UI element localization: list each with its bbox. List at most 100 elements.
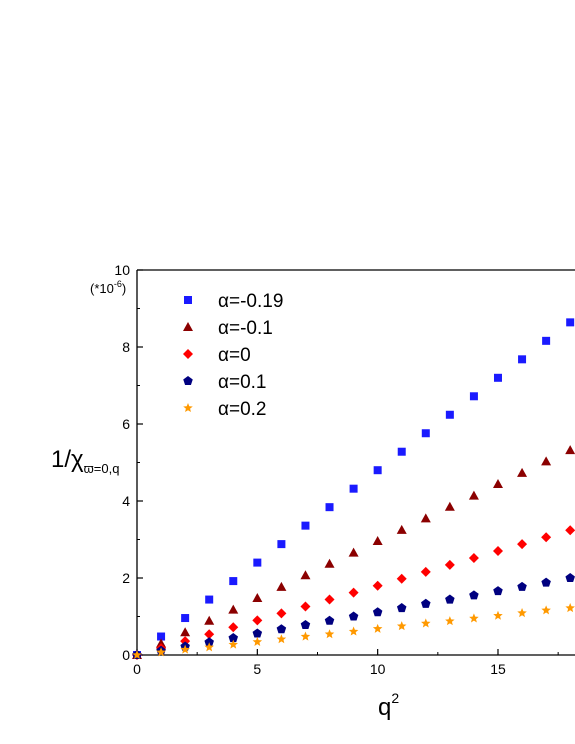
data-point [445,594,455,604]
data-point [373,466,382,475]
series-0 [133,318,575,659]
data-point [132,650,142,660]
axis-ticks: 0 5 10 15 0 2 4 6 8 10 [114,262,559,677]
data-point [421,618,431,628]
data-point [301,521,310,530]
data-point [444,559,455,570]
data-point [180,644,190,654]
x-tick-label: 0 [133,661,141,677]
y-axis-title: 1/χϖ=0,q [51,446,119,476]
legend-label: α=0 [218,345,251,366]
data-point [420,513,431,523]
data-point [276,624,287,634]
x-axis-title: q2 [378,690,399,721]
data-point [204,642,214,652]
data-point [324,615,335,625]
data-point [421,429,430,438]
data-point [565,445,575,455]
data-point [396,603,407,613]
data-point [180,627,191,637]
data-point [469,590,479,600]
legend-marker [183,403,193,413]
data-point [300,570,311,580]
y-scale-note-prefix: (*10 [90,281,114,296]
legend: α=-0.19 α=-0.1 α=0 α=0.1 α=0.2 [183,291,283,420]
data-point [565,603,575,613]
legend-marker [183,376,193,386]
legend-marker [183,349,193,359]
x-tick-label: 5 [253,661,261,677]
data-point [541,605,551,615]
legend-marker [184,296,192,304]
data-point [229,577,238,586]
y-tick-label: 4 [122,493,130,509]
data-point [517,467,528,477]
data-point [300,631,311,641]
data-point [252,636,263,646]
legend-label: α=0.1 [218,372,267,393]
x-tick-label: 10 [370,661,386,677]
plot-frame [136,269,575,656]
legend-label: α=-0.1 [218,318,273,339]
data-point [492,546,503,557]
data-point [228,639,239,649]
y-scale-note: (*10-6) [90,279,126,296]
data-point [396,573,407,584]
data-point [397,447,406,456]
data-point [493,586,503,596]
x-axis-title-main: q [378,694,391,721]
data-point [276,608,287,619]
data-point [349,484,358,493]
data-point [157,632,166,641]
series-2 [132,525,575,660]
data-point [276,634,287,644]
data-point [445,616,455,626]
legend-label: α=0.2 [218,399,267,420]
data-point [372,580,383,591]
data-point [396,621,407,631]
data-point [300,601,311,612]
data-point [541,577,551,587]
data-point [156,638,167,648]
data-point [228,622,239,633]
data-point [541,456,552,466]
y-axis-title-main: 1/χ [51,446,84,473]
data-point [324,629,335,639]
data-point [372,623,383,633]
data-point [518,355,527,364]
data-point [493,373,502,382]
data-point [566,318,575,327]
data-point [445,410,454,419]
data-point [252,628,263,638]
series-3 [132,573,575,660]
data-point [348,587,359,598]
data-marks [132,318,575,660]
data-point [372,536,383,546]
data-point [493,610,503,620]
data-point [517,608,527,618]
data-point [348,547,359,557]
x-axis-title-superscript: 2 [391,690,399,706]
data-point [205,595,214,604]
data-point [348,626,359,636]
data-point [492,479,503,489]
series-4 [132,603,575,660]
data-point [348,611,359,621]
data-point [565,573,575,583]
y-tick-label: 6 [122,416,130,432]
data-point [156,647,166,657]
data-point [252,615,263,626]
data-point [228,633,239,643]
data-point [300,619,311,630]
data-point [444,501,455,511]
data-point [542,336,551,345]
data-point [396,524,407,534]
data-point [324,594,335,605]
data-point [372,607,383,617]
data-point [468,490,479,500]
data-point [253,558,262,567]
data-point [469,392,478,401]
y-tick-label: 8 [122,339,130,355]
data-point [324,558,335,568]
